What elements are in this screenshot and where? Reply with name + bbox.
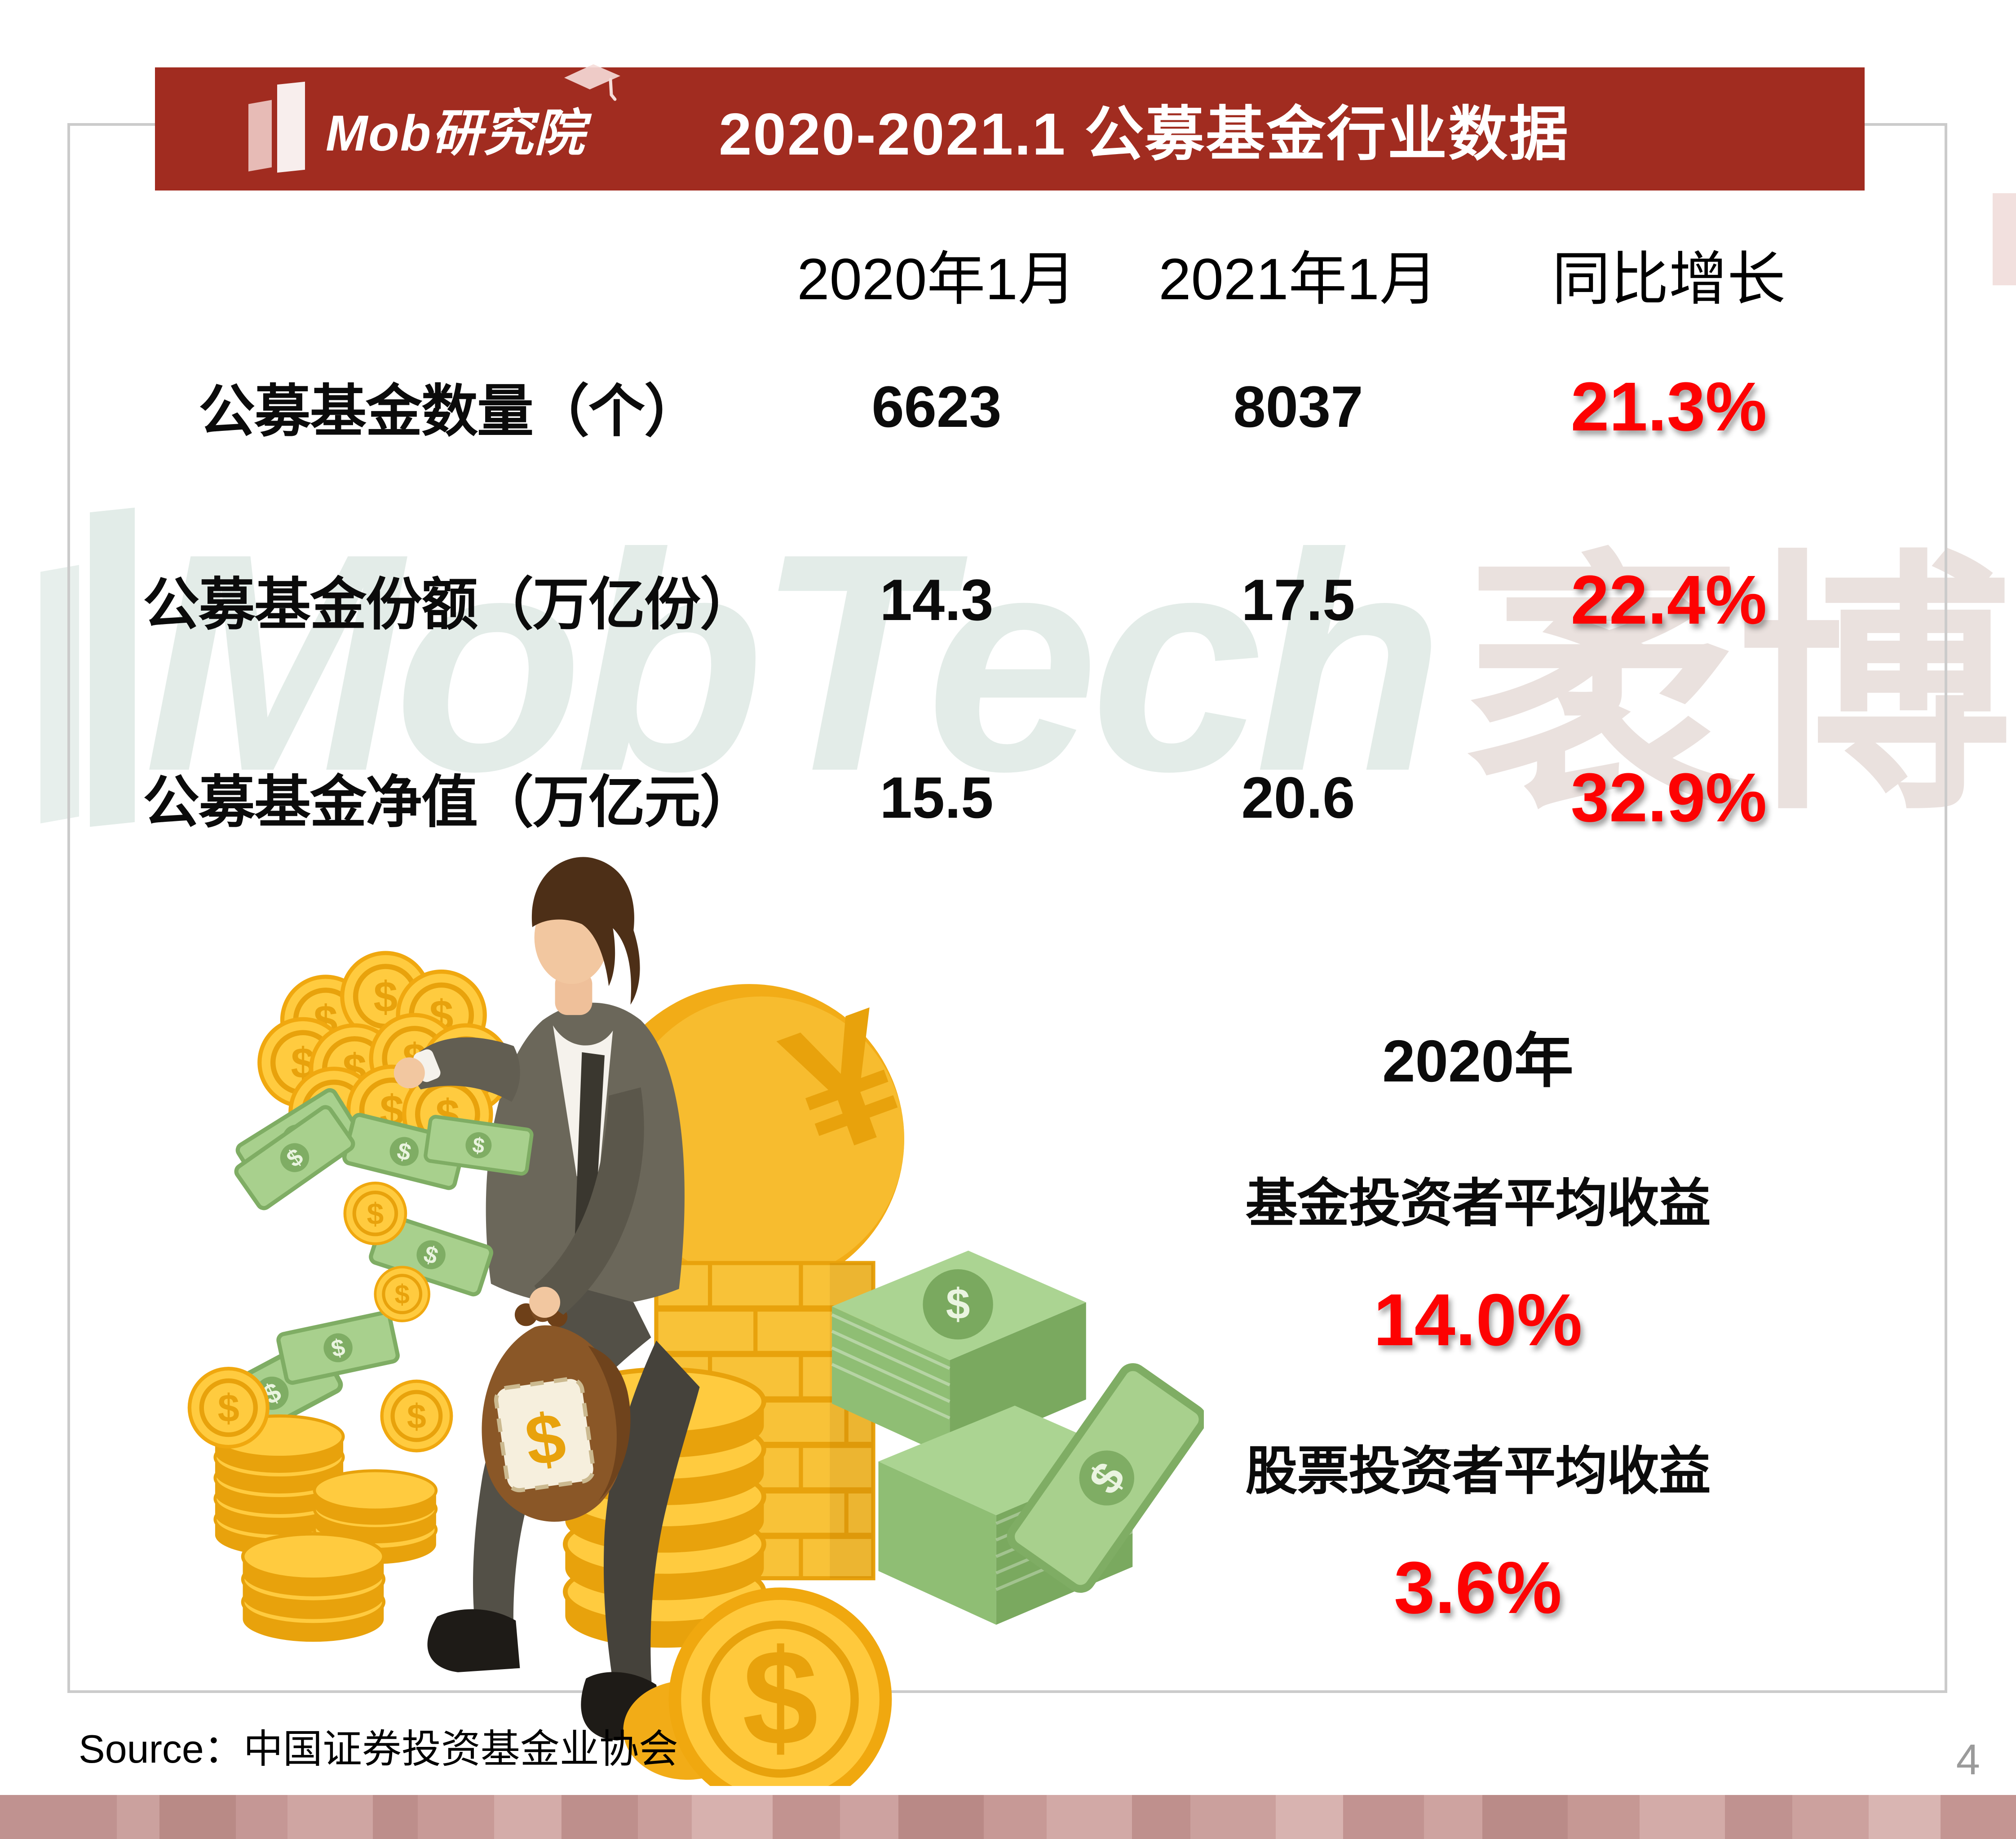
value-growth: 32.9% bbox=[1570, 758, 1767, 836]
value-growth: 22.4% bbox=[1570, 561, 1767, 638]
pink-accent-strip bbox=[1993, 193, 2016, 285]
businessman bbox=[427, 857, 700, 1741]
svg-text:$: $ bbox=[946, 1280, 970, 1328]
banknote-stacks: $ bbox=[831, 1250, 1204, 1625]
value-2021: 8037 bbox=[1233, 374, 1363, 439]
column-header-2021: 2021年1月 bbox=[1158, 246, 1438, 312]
page-number: 4 bbox=[1956, 1736, 1980, 1784]
watermark-text-en: MobTech bbox=[144, 489, 1444, 836]
graduation-cap-icon bbox=[564, 64, 621, 101]
bottom-stripe-bar bbox=[0, 1795, 2016, 1839]
highlight-year: 2020年 bbox=[1382, 1028, 1574, 1094]
table-row: 公募基金数量（个） 6623 8037 21.3% bbox=[135, 366, 1826, 447]
fund-return-value: 14.0% bbox=[1373, 1279, 1583, 1361]
value-growth: 21.3% bbox=[1570, 368, 1767, 445]
value-2021: 20.6 bbox=[1241, 765, 1355, 830]
value-2020: 15.5 bbox=[880, 765, 994, 830]
fund-return-label: 基金投资者平均收益 bbox=[1245, 1174, 1711, 1232]
left-coin-piles bbox=[188, 1338, 453, 1642]
row-label: 公募基金数量（个） bbox=[199, 380, 701, 443]
table-row: 公募基金净值（万亿元） 15.5 20.6 32.9% bbox=[135, 757, 1826, 838]
watermark-text-cn: 袤博 bbox=[1467, 535, 2012, 841]
column-header-growth: 同比增长 bbox=[1552, 246, 1786, 312]
value-2020: 6623 bbox=[871, 374, 1002, 439]
table-header-row: 2020年1月 2021年1月 同比增长 bbox=[135, 240, 1826, 312]
table-row: 公募基金份额（万亿份） 14.3 17.5 22.4% bbox=[135, 559, 1826, 640]
mob-logo: Mob研究院 bbox=[245, 64, 621, 174]
row-label: 公募基金份额（万亿份） bbox=[143, 573, 756, 636]
money-bag: $ bbox=[482, 1087, 644, 1522]
column-header-2020: 2020年1月 bbox=[797, 246, 1076, 312]
logo-brand-text: Mob研究院 bbox=[326, 105, 586, 161]
watermark: MobTech 袤博 bbox=[40, 449, 2016, 876]
value-2021: 17.5 bbox=[1241, 567, 1355, 633]
building-icon bbox=[245, 81, 312, 174]
watermark-building-icon bbox=[40, 492, 144, 833]
page-title: 2020-2021.1 公募基金行业数据 bbox=[719, 101, 1570, 167]
right-arm bbox=[393, 1037, 520, 1102]
stock-return-value: 3.6% bbox=[1394, 1547, 1562, 1629]
highlight-panel: 2020年 基金投资者平均收益 14.0% 股票投资者平均收益 3.6% bbox=[1186, 1013, 1770, 1630]
source-note: Source：中国证券投资基金业协会 bbox=[79, 1727, 678, 1771]
svg-text:$: $ bbox=[743, 1622, 818, 1774]
header-banner: Mob研究院 2020-2021.1 公募基金行业数据 bbox=[155, 64, 1865, 191]
value-2020: 14.3 bbox=[880, 567, 994, 633]
stock-return-label: 股票投资者平均收益 bbox=[1245, 1442, 1711, 1500]
money-illustration: $ $ ¥ $ bbox=[171, 857, 1204, 1786]
row-label: 公募基金净值（万亿元） bbox=[143, 771, 756, 834]
